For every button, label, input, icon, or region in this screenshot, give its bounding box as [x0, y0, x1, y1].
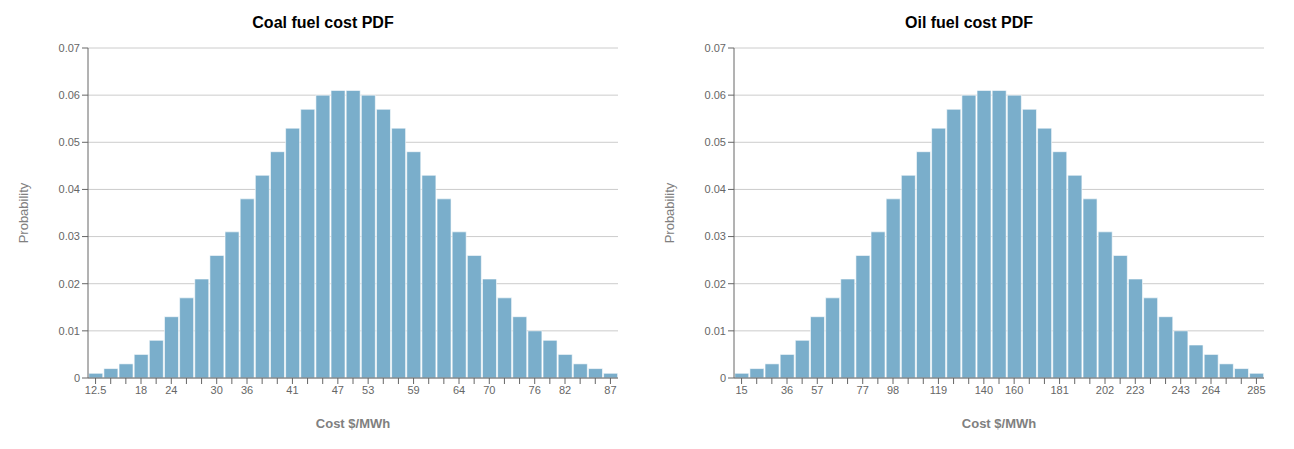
- svg-text:0.03: 0.03: [705, 230, 726, 242]
- svg-text:47: 47: [332, 384, 344, 396]
- svg-text:76: 76: [529, 384, 541, 396]
- html-text:Oil fuel cost PDF: Oil fuel cost PDF: [905, 14, 1033, 31]
- html-text:Coal fuel cost PDF: Coal fuel cost PDF: [252, 14, 394, 31]
- svg-text:0.06: 0.06: [59, 89, 80, 101]
- svg-text:0.04: 0.04: [59, 183, 80, 195]
- svg-text:Cost $/MWh: Cost $/MWh: [316, 416, 390, 431]
- svg-text:70: 70: [483, 384, 495, 396]
- svg-text:87: 87: [604, 384, 616, 396]
- svg-text:0.05: 0.05: [59, 136, 80, 148]
- svg-text:202: 202: [1096, 384, 1114, 396]
- svg-text:0.01: 0.01: [705, 325, 726, 337]
- svg-text:Cost $/MWh: Cost $/MWh: [962, 416, 1036, 431]
- svg-text:0.02: 0.02: [705, 278, 726, 290]
- svg-text:119: 119: [930, 384, 948, 396]
- svg-text:285: 285: [1247, 384, 1265, 396]
- svg-text:0.07: 0.07: [705, 42, 726, 54]
- svg-text:160: 160: [1005, 384, 1023, 396]
- svg-text:264: 264: [1202, 384, 1220, 396]
- svg-text:223: 223: [1126, 384, 1144, 396]
- svg-text:12.5: 12.5: [85, 384, 106, 396]
- svg-text:59: 59: [407, 384, 419, 396]
- svg-text:0.04: 0.04: [705, 183, 726, 195]
- svg-text:82: 82: [559, 384, 571, 396]
- svg-text:0.05: 0.05: [705, 136, 726, 148]
- svg-text:181: 181: [1050, 384, 1068, 396]
- svg-text:77: 77: [857, 384, 869, 396]
- svg-text:53: 53: [362, 384, 374, 396]
- svg-text:41: 41: [286, 384, 298, 396]
- svg-text:0: 0: [74, 372, 80, 384]
- svg-text:36: 36: [241, 384, 253, 396]
- svg-text:0.07: 0.07: [59, 42, 80, 54]
- svg-text:64: 64: [453, 384, 465, 396]
- svg-text:15: 15: [735, 384, 747, 396]
- svg-text:Probability: Probability: [16, 182, 31, 243]
- svg-text:0.02: 0.02: [59, 278, 80, 290]
- svg-text:57: 57: [811, 384, 823, 396]
- svg-text:98: 98: [887, 384, 899, 396]
- svg-text:36: 36: [781, 384, 793, 396]
- svg-text:18: 18: [135, 384, 147, 396]
- svg-text:0: 0: [720, 372, 726, 384]
- svg-text:0.03: 0.03: [59, 230, 80, 242]
- svg-text:24: 24: [165, 384, 177, 396]
- svg-text:Probability: Probability: [662, 182, 677, 243]
- svg-text:0.01: 0.01: [59, 325, 80, 337]
- svg-text:30: 30: [211, 384, 223, 396]
- svg-text:243: 243: [1172, 384, 1190, 396]
- svg-text:140: 140: [975, 384, 993, 396]
- svg-text:0.06: 0.06: [705, 89, 726, 101]
